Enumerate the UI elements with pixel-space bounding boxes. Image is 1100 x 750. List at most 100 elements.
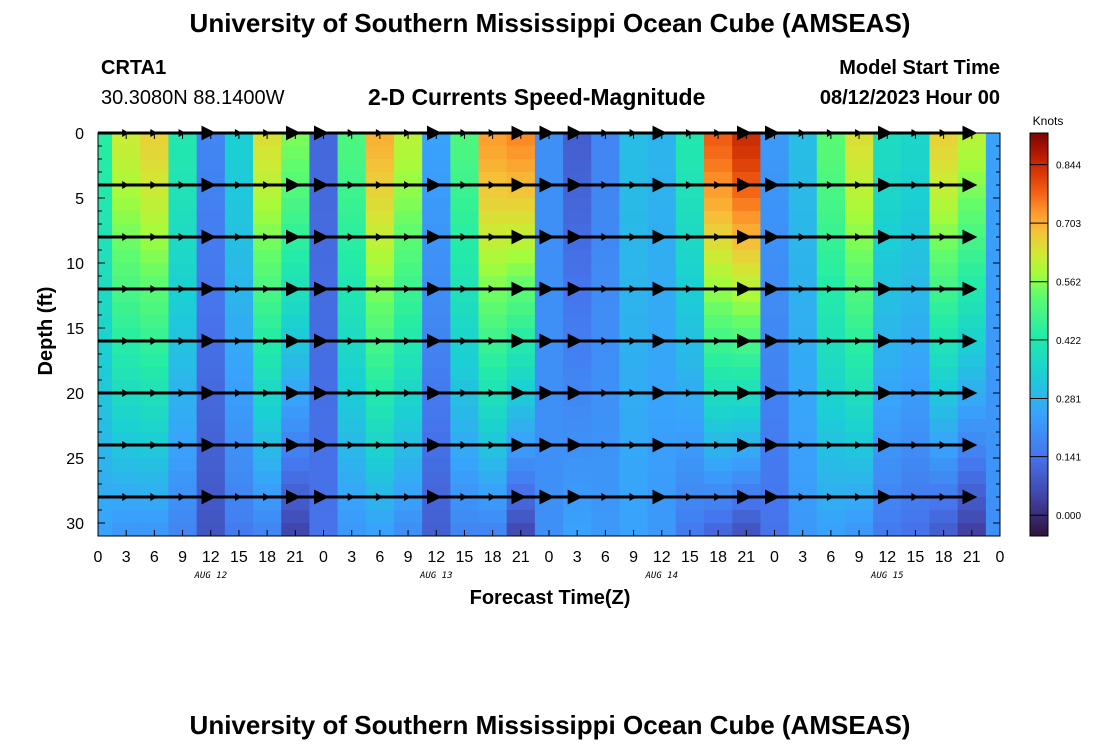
- heat-cell: [844, 263, 874, 277]
- heat-cell: [140, 523, 169, 537]
- vector-arrowhead: [178, 233, 186, 241]
- heat-cell: [591, 458, 620, 472]
- heat-cell: [844, 510, 874, 524]
- heat-cell: [929, 419, 959, 433]
- heat-cell: [563, 146, 592, 160]
- heat-cell: [957, 276, 987, 290]
- heat-cell: [816, 432, 846, 446]
- x-tick-label: 0: [996, 549, 1005, 566]
- vector-arrowhead: [488, 441, 496, 449]
- heat-cell: [112, 146, 141, 160]
- heat-cell: [450, 510, 480, 524]
- heat-cell: [619, 484, 649, 498]
- heat-cell: [760, 497, 790, 511]
- heat-cell: [422, 250, 451, 264]
- y-tick-label: 30: [66, 516, 84, 533]
- heat-cell: [365, 263, 395, 277]
- heat-cell: [365, 328, 395, 342]
- heat-cell: [873, 224, 902, 238]
- heat-cell: [929, 185, 959, 199]
- vector-arrowhead: [375, 285, 383, 293]
- heat-cell: [732, 328, 761, 342]
- heat-cell: [224, 471, 254, 485]
- heat-cell: [253, 185, 282, 199]
- heat-cell: [675, 237, 705, 251]
- heat-cell: [647, 445, 677, 459]
- heat-cell: [844, 172, 874, 186]
- heat-cell: [98, 510, 113, 524]
- heat-cell: [985, 159, 1001, 173]
- heat-cell: [281, 172, 310, 186]
- x-tick-label: 0: [545, 549, 554, 566]
- heat-cell: [534, 523, 564, 537]
- heat-cell: [675, 341, 705, 355]
- heat-cell: [168, 432, 198, 446]
- vector-arrowhead: [629, 181, 637, 189]
- vector-arrowhead: [404, 389, 412, 397]
- vector-arrowhead: [798, 441, 806, 449]
- vector-arrowhead: [404, 285, 412, 293]
- heat-cell: [591, 289, 620, 303]
- heat-cell: [478, 432, 508, 446]
- vector-arrowhead: [347, 285, 355, 293]
- heat-cell: [563, 289, 592, 303]
- heat-cell: [281, 406, 310, 420]
- heat-cell: [253, 510, 282, 524]
- heat-cell: [901, 341, 931, 355]
- y-tick-label: 10: [66, 256, 84, 273]
- heat-cell: [224, 406, 254, 420]
- heat-cell: [253, 354, 282, 368]
- heat-cell: [929, 497, 959, 511]
- heat-cell: [563, 250, 592, 264]
- heat-cell: [98, 302, 113, 316]
- heat-cell: [534, 484, 564, 498]
- heat-cell: [98, 263, 113, 277]
- heat-cell: [844, 328, 874, 342]
- heat-cell: [337, 172, 367, 186]
- heat-cell: [957, 341, 987, 355]
- heat-cell: [450, 146, 480, 160]
- heat-cell: [929, 380, 959, 394]
- vector-arrowhead: [939, 389, 947, 397]
- x-tick-label: 15: [681, 549, 699, 566]
- vector-arrowhead: [122, 181, 130, 189]
- heat-cell: [675, 302, 705, 316]
- heat-cell: [506, 289, 536, 303]
- heat-cell: [732, 367, 761, 381]
- heat-cell: [957, 289, 987, 303]
- heat-cell: [901, 523, 931, 537]
- heat-cell: [760, 458, 790, 472]
- heat-cell: [901, 237, 931, 251]
- heat-cell: [957, 523, 987, 537]
- heat-cell: [929, 198, 959, 212]
- heat-cell: [422, 419, 451, 433]
- heat-cell: [450, 172, 480, 186]
- heat-cell: [591, 406, 620, 420]
- heat-cell: [929, 354, 959, 368]
- heat-cell: [224, 341, 254, 355]
- heat-cell: [788, 341, 818, 355]
- heat-cell: [450, 445, 480, 459]
- heat-cell: [873, 432, 902, 446]
- heat-cell: [365, 393, 395, 407]
- heat-cell: [422, 146, 451, 160]
- vector-arrowhead: [826, 493, 834, 501]
- heat-cell: [140, 237, 169, 251]
- heat-cell: [140, 159, 169, 173]
- heat-cell: [422, 328, 451, 342]
- heat-cell: [760, 406, 790, 420]
- heat-cell: [844, 406, 874, 420]
- x-tick-label: 6: [150, 549, 159, 566]
- vector-arrowhead: [460, 337, 468, 345]
- vector-arrowhead: [347, 493, 355, 501]
- vector-arrowhead: [714, 441, 722, 449]
- heat-cell: [196, 250, 226, 264]
- heat-cell: [704, 263, 733, 277]
- vector-arrowhead: [911, 285, 919, 293]
- heat-cell: [309, 471, 339, 485]
- heat-cell: [253, 484, 282, 498]
- heat-cell: [393, 471, 423, 485]
- heat-cell: [901, 211, 931, 225]
- heat-cell: [563, 263, 592, 277]
- vector-arrowhead: [855, 389, 863, 397]
